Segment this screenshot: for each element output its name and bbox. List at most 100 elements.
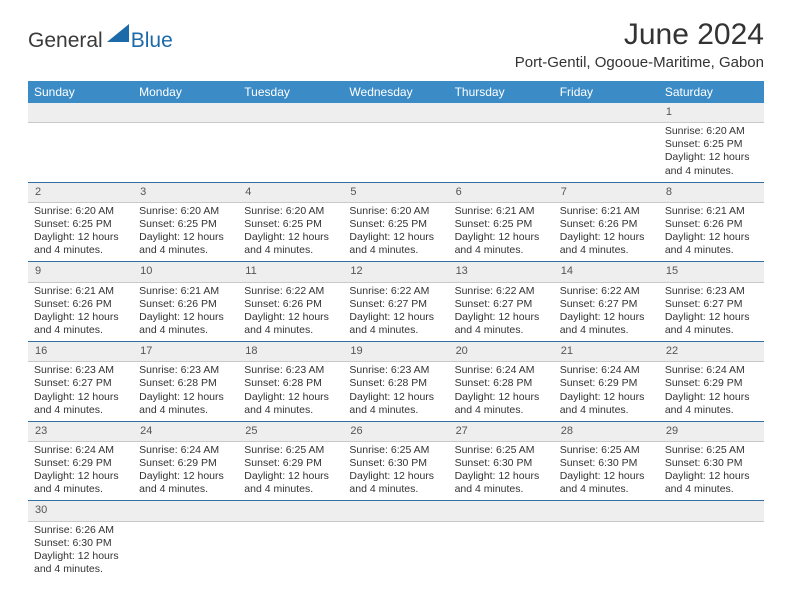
daynum-cell bbox=[28, 103, 133, 123]
day-line-d2: and 4 minutes. bbox=[34, 404, 127, 417]
title-block: June 2024 Port-Gentil, Ogooue-Maritime, … bbox=[515, 18, 764, 75]
day-line-sr: Sunrise: 6:20 AM bbox=[34, 205, 127, 218]
day-line-d1: Daylight: 12 hours bbox=[244, 311, 337, 324]
day-line-sr: Sunrise: 6:21 AM bbox=[455, 205, 548, 218]
daynum-cell: 26 bbox=[343, 421, 448, 441]
daynum-cell: 1 bbox=[659, 103, 764, 123]
day-cell bbox=[28, 123, 133, 182]
day-content: Sunrise: 6:21 AMSunset: 6:26 PMDaylight:… bbox=[28, 283, 133, 342]
daynum-cell: 21 bbox=[554, 342, 659, 362]
day-content: Sunrise: 6:22 AMSunset: 6:27 PMDaylight:… bbox=[343, 283, 448, 342]
daynum-cell: 14 bbox=[554, 262, 659, 282]
day-line-sr: Sunrise: 6:24 AM bbox=[455, 364, 548, 377]
daynum-cell bbox=[554, 103, 659, 123]
day-line-d2: and 4 minutes. bbox=[560, 404, 653, 417]
day-cell bbox=[343, 521, 448, 580]
day-line-sr: Sunrise: 6:24 AM bbox=[34, 444, 127, 457]
day-line-d1: Daylight: 12 hours bbox=[34, 550, 127, 563]
day-line-d1: Daylight: 12 hours bbox=[560, 391, 653, 404]
day-number: 24 bbox=[134, 423, 237, 440]
day-line-ss: Sunset: 6:30 PM bbox=[455, 457, 548, 470]
day-line-ss: Sunset: 6:25 PM bbox=[665, 138, 758, 151]
daynum-cell: 13 bbox=[449, 262, 554, 282]
daynum-row: 1 bbox=[28, 103, 764, 123]
day-line-ss: Sunset: 6:26 PM bbox=[244, 298, 337, 311]
day-content: Sunrise: 6:22 AMSunset: 6:27 PMDaylight:… bbox=[449, 283, 554, 342]
day-content bbox=[28, 123, 133, 142]
day-content bbox=[343, 123, 448, 142]
day-cell bbox=[554, 123, 659, 182]
day-cell bbox=[449, 521, 554, 580]
day-cell: Sunrise: 6:24 AMSunset: 6:29 PMDaylight:… bbox=[659, 362, 764, 421]
day-cell: Sunrise: 6:20 AMSunset: 6:25 PMDaylight:… bbox=[133, 202, 238, 261]
day-content: Sunrise: 6:20 AMSunset: 6:25 PMDaylight:… bbox=[133, 203, 238, 262]
week-row: Sunrise: 6:26 AMSunset: 6:30 PMDaylight:… bbox=[28, 521, 764, 580]
day-cell: Sunrise: 6:25 AMSunset: 6:30 PMDaylight:… bbox=[449, 441, 554, 500]
day-number: 13 bbox=[450, 263, 553, 280]
day-number: 26 bbox=[344, 423, 447, 440]
day-line-ss: Sunset: 6:25 PM bbox=[455, 218, 548, 231]
calendar-table: Sunday Monday Tuesday Wednesday Thursday… bbox=[28, 81, 764, 580]
day-line-d1: Daylight: 12 hours bbox=[665, 470, 758, 483]
day-line-d1: Daylight: 12 hours bbox=[455, 231, 548, 244]
week-row: Sunrise: 6:24 AMSunset: 6:29 PMDaylight:… bbox=[28, 441, 764, 500]
location-line: Port-Gentil, Ogooue-Maritime, Gabon bbox=[515, 54, 764, 71]
day-cell: Sunrise: 6:24 AMSunset: 6:29 PMDaylight:… bbox=[133, 441, 238, 500]
day-line-d2: and 4 minutes. bbox=[560, 483, 653, 496]
daynum-cell: 28 bbox=[554, 421, 659, 441]
day-number: 16 bbox=[29, 343, 132, 360]
daynum-row: 2345678 bbox=[28, 182, 764, 202]
day-content: Sunrise: 6:22 AMSunset: 6:26 PMDaylight:… bbox=[238, 283, 343, 342]
day-line-ss: Sunset: 6:25 PM bbox=[244, 218, 337, 231]
calendar-page: General Blue June 2024 Port-Gentil, Ogoo… bbox=[0, 0, 792, 590]
day-line-d2: and 4 minutes. bbox=[244, 324, 337, 337]
day-number: 17 bbox=[134, 343, 237, 360]
day-number bbox=[29, 111, 132, 115]
day-line-ss: Sunset: 6:25 PM bbox=[34, 218, 127, 231]
day-line-d2: and 4 minutes. bbox=[455, 483, 548, 496]
day-line-ss: Sunset: 6:28 PM bbox=[139, 377, 232, 390]
day-content: Sunrise: 6:24 AMSunset: 6:29 PMDaylight:… bbox=[133, 442, 238, 501]
day-number: 6 bbox=[450, 184, 553, 201]
day-content: Sunrise: 6:24 AMSunset: 6:29 PMDaylight:… bbox=[554, 362, 659, 421]
day-line-d2: and 4 minutes. bbox=[34, 483, 127, 496]
day-line-sr: Sunrise: 6:25 AM bbox=[349, 444, 442, 457]
day-line-ss: Sunset: 6:29 PM bbox=[665, 377, 758, 390]
day-number bbox=[134, 509, 237, 513]
daynum-cell bbox=[554, 501, 659, 521]
day-line-d1: Daylight: 12 hours bbox=[139, 231, 232, 244]
day-number bbox=[555, 509, 658, 513]
day-line-sr: Sunrise: 6:23 AM bbox=[349, 364, 442, 377]
day-number: 29 bbox=[660, 423, 763, 440]
daynum-cell: 10 bbox=[133, 262, 238, 282]
day-cell: Sunrise: 6:22 AMSunset: 6:27 PMDaylight:… bbox=[449, 282, 554, 341]
day-line-d1: Daylight: 12 hours bbox=[455, 391, 548, 404]
day-content: Sunrise: 6:20 AMSunset: 6:25 PMDaylight:… bbox=[659, 123, 764, 182]
day-line-sr: Sunrise: 6:20 AM bbox=[139, 205, 232, 218]
day-cell bbox=[554, 521, 659, 580]
day-line-d1: Daylight: 12 hours bbox=[560, 470, 653, 483]
day-cell bbox=[238, 521, 343, 580]
day-number: 20 bbox=[450, 343, 553, 360]
day-content bbox=[554, 123, 659, 142]
day-cell: Sunrise: 6:20 AMSunset: 6:25 PMDaylight:… bbox=[238, 202, 343, 261]
day-line-sr: Sunrise: 6:25 AM bbox=[455, 444, 548, 457]
day-number: 9 bbox=[29, 263, 132, 280]
daynum-cell: 30 bbox=[28, 501, 133, 521]
day-number: 27 bbox=[450, 423, 553, 440]
day-line-d1: Daylight: 12 hours bbox=[244, 470, 337, 483]
day-line-ss: Sunset: 6:30 PM bbox=[349, 457, 442, 470]
daynum-cell bbox=[343, 501, 448, 521]
day-header: Tuesday bbox=[238, 81, 343, 103]
day-line-sr: Sunrise: 6:20 AM bbox=[244, 205, 337, 218]
day-cell: Sunrise: 6:25 AMSunset: 6:30 PMDaylight:… bbox=[343, 441, 448, 500]
day-cell bbox=[449, 123, 554, 182]
daynum-row: 9101112131415 bbox=[28, 262, 764, 282]
day-content: Sunrise: 6:23 AMSunset: 6:28 PMDaylight:… bbox=[238, 362, 343, 421]
day-content: Sunrise: 6:24 AMSunset: 6:29 PMDaylight:… bbox=[28, 442, 133, 501]
day-number: 3 bbox=[134, 184, 237, 201]
day-line-sr: Sunrise: 6:23 AM bbox=[139, 364, 232, 377]
day-line-d1: Daylight: 12 hours bbox=[349, 470, 442, 483]
day-line-d2: and 4 minutes. bbox=[139, 483, 232, 496]
day-number bbox=[239, 509, 342, 513]
